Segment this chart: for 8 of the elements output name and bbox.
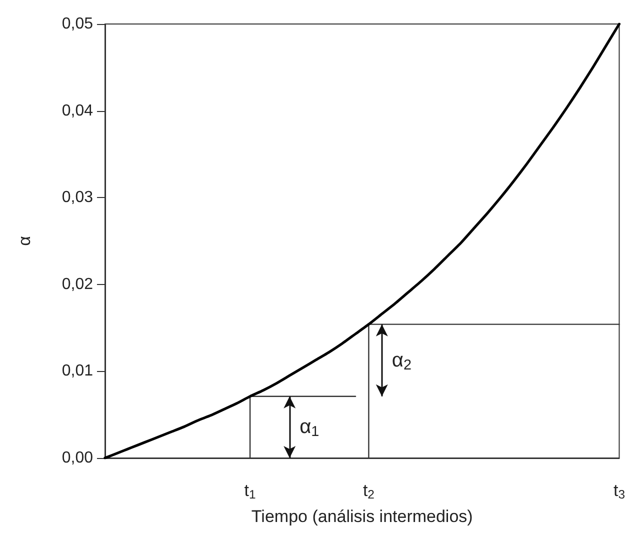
y-tick-label: 0,00 <box>62 450 94 466</box>
y-tick-label: 0,02 <box>62 276 94 293</box>
y-tick-label: 0,04 <box>62 102 94 120</box>
x-axis-title: Tiempo (análisis intermedios) <box>251 507 473 526</box>
y-tick-label: 0,03 <box>62 189 94 206</box>
y-tick-label: 0,05 <box>62 16 94 32</box>
y-axis-title: α <box>15 236 34 246</box>
y-tick-label: 0,01 <box>62 362 94 380</box>
